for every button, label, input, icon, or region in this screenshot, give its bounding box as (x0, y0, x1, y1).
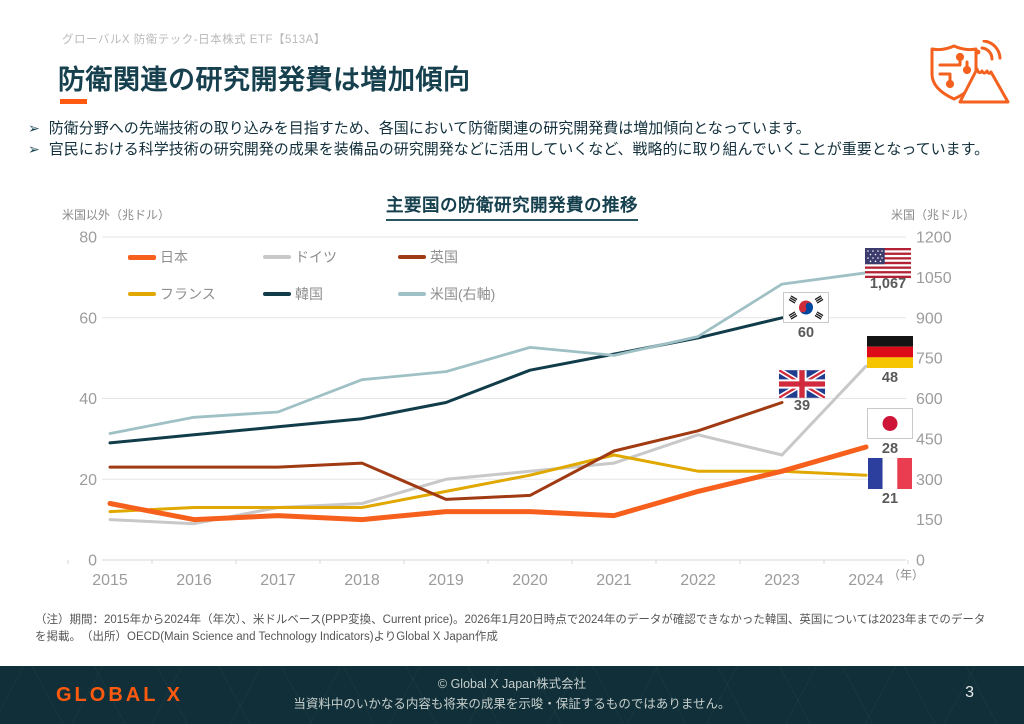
x-axis-unit-label: （年） (888, 568, 924, 582)
legend-item-korea: 韓国 (263, 284, 398, 304)
legend-label: 英国 (430, 249, 458, 265)
right-axis-tick-label: 1050 (916, 270, 952, 287)
kr-flag-icon (787, 295, 825, 320)
legend-item-france: フランス (128, 284, 263, 304)
kr-end-value: 60 (797, 325, 815, 341)
kr-flag-frame (783, 292, 829, 323)
bullet-text: 官民における科学技術の研究開発の成果を装備品の研究開発などに活用していくなど、戦… (48, 141, 990, 158)
legend-swatch (398, 255, 426, 259)
legend-label: フランス (160, 286, 216, 302)
right-axis-tick-label: 150 (916, 512, 943, 529)
legend-swatch (398, 292, 426, 296)
x-axis-year-label: 2018 (344, 572, 380, 589)
de-flag-icon (867, 336, 913, 368)
chart-title: 主要国の防衛研究開発費の推移 (386, 192, 638, 221)
disclaimer-text: 当資料中のいかなる内容も将来の成果を示唆・保証するものではありません。 (293, 697, 731, 711)
us-flag: 1,067 (864, 248, 912, 292)
legend-row: 日本 ドイツ 英国 (128, 248, 533, 266)
chart-title-wrap: 主要国の防衛研究開発費の推移 (0, 192, 1024, 221)
x-axis-year-label: 2016 (176, 572, 212, 589)
legend-swatch (263, 292, 291, 296)
bullet-text: 防衛分野への先端技術の取り込みを目指すため、各国において防衛関連の研究開発費は増… (48, 120, 811, 137)
right-axis-tick-label: 900 (916, 310, 943, 327)
right-axis-title: 米国（兆ドル） (890, 208, 975, 222)
series-line-jp (107, 444, 869, 523)
left-axis-tick-label: 20 (79, 472, 97, 489)
page-title: 防衛関連の研究開発費は増加傾向 (58, 65, 471, 95)
chart-canvas: 80 60 40 20 0 0 150 300 450 600 750 900 1050 1200 2015… (67, 230, 952, 589)
legend-label: ドイツ (295, 249, 337, 265)
fr-flag-icon (868, 457, 912, 490)
de-flag: 48 (866, 336, 914, 386)
global-x-logo: GLOBAL X (56, 684, 183, 706)
title-accent-bar (60, 99, 87, 104)
gb-flag: 39 (777, 367, 827, 414)
chart-legend: 日本 ドイツ 英国 フランス 韓国 米国(右軸) (128, 248, 533, 322)
left-axis-tick-label: 40 (79, 391, 97, 408)
jp-flag: 28 (866, 408, 914, 457)
x-axis-year-label: 2023 (764, 572, 800, 589)
series-line-fr (108, 453, 868, 514)
legend-item-uk: 英国 (398, 247, 533, 267)
arrow-bullet-icon: ➢ (28, 141, 40, 157)
source-note: （注）期間：2015年から2024年（年次）、米ドルベース(PPP変換、Curr… (35, 614, 986, 643)
right-axis-tick-label: 600 (916, 391, 943, 408)
legend-label: 日本 (160, 249, 188, 265)
x-axis-year-label: 2021 (596, 572, 632, 589)
right-axis-tick-label: 1200 (916, 230, 952, 247)
gb-flag-icon (777, 367, 827, 401)
line-chart: 80 60 40 20 0 0 150 300 450 600 750 900 1050 1200 2015… (50, 228, 980, 608)
bullet-item: ➢ 防衛分野への先端技術の取り込みを目指すため、各国において防衛関連の研究開発費… (28, 118, 994, 139)
left-axis-tick-label: 60 (79, 310, 97, 327)
bullet-item: ➢ 官民における科学技術の研究開発の成果を装備品の研究開発などに活用していくなど… (28, 139, 994, 160)
arrow-bullet-icon: ➢ (28, 120, 40, 136)
legend-item-japan: 日本 (128, 247, 263, 267)
gb-end-value: 39 (793, 398, 811, 414)
right-axis-tick-label: 300 (916, 472, 943, 489)
jp-flag-frame (867, 408, 913, 439)
document-eyebrow: グローバルX 防衛テック-日本株式 ETF【513A】 (62, 34, 326, 46)
series-line-kr (108, 316, 784, 445)
x-axis-year-label: 2017 (260, 572, 296, 589)
kr-flag: 60 (782, 292, 830, 341)
x-axis-year-label: 2020 (512, 572, 548, 589)
legend-label: 韓国 (295, 286, 323, 302)
right-axis-tick-label: 450 (916, 431, 943, 448)
legend-swatch (263, 255, 291, 259)
right-axis-tick-label: 0 (916, 553, 925, 570)
footer-bar: GLOBAL X © Global X Japan株式会社 当資料中のいかなる内… (0, 666, 1024, 724)
de-end-value: 48 (881, 370, 899, 386)
us-end-value: 1,067 (869, 276, 907, 292)
x-axis-year-label: 2015 (92, 572, 128, 589)
series-line-de (108, 364, 868, 526)
shield-circuit-mount-fuji-icon (930, 40, 1010, 104)
series-line-us (108, 271, 868, 435)
copyright-text: © Global X Japan株式会社 (437, 677, 587, 691)
legend-swatch (128, 254, 156, 260)
fr-flag: 21 (866, 457, 914, 507)
page-number: 3 (965, 684, 974, 701)
legend-item-germany: ドイツ (263, 247, 398, 267)
x-axis-year-label: 2022 (680, 572, 716, 589)
legend-label: 米国(右軸) (430, 286, 496, 302)
jp-end-value: 28 (881, 441, 899, 457)
legend-swatch (128, 292, 156, 296)
x-axis-year-label: 2024 (848, 572, 884, 589)
jp-flag-icon (871, 411, 909, 436)
summary-bullets: ➢ 防衛分野への先端技術の取り込みを目指すため、各国において防衛関連の研究開発費… (28, 118, 994, 160)
legend-item-us: 米国(右軸) (398, 284, 533, 304)
left-axis-tick-label: 80 (79, 230, 97, 247)
footer-text: © Global X Japan株式会社 当資料中のいかなる内容も将来の成果を示… (170, 674, 854, 714)
x-axis-year-label: 2019 (428, 572, 464, 589)
legend-row: フランス 韓国 米国(右軸) (128, 285, 533, 303)
series-line-gb (108, 401, 784, 501)
left-axis-tick-label: 0 (88, 553, 97, 570)
right-axis-tick-label: 750 (916, 351, 943, 368)
us-flag-icon (865, 248, 911, 278)
fr-end-value: 21 (881, 491, 899, 507)
left-axis-title: 米国以外（兆ドル） (62, 208, 171, 222)
